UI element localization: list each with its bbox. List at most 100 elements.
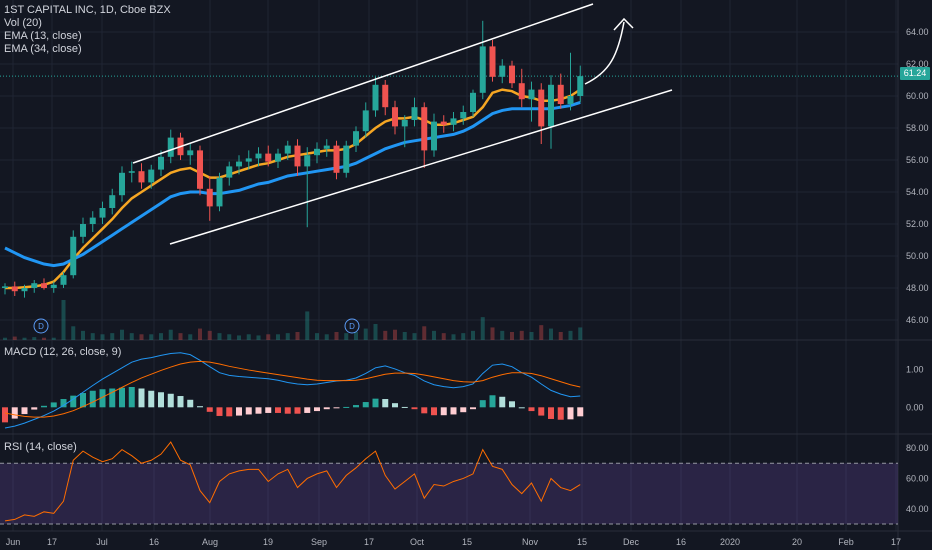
time-tick-label: Nov bbox=[522, 537, 539, 547]
time-tick-label: 20 bbox=[792, 537, 802, 547]
macd-histogram-bar bbox=[567, 407, 574, 420]
macd-histogram-bar bbox=[294, 407, 301, 414]
candle-body bbox=[89, 217, 96, 224]
macd-histogram-bar bbox=[421, 407, 428, 414]
volume-bar bbox=[12, 336, 17, 340]
projection-arrowhead bbox=[613, 17, 634, 31]
rsi-pane-title[interactable]: RSI (14, close) bbox=[4, 441, 77, 453]
volume-bar bbox=[568, 330, 573, 340]
candle-body bbox=[50, 284, 57, 288]
price-tick-label: 54.00 bbox=[906, 187, 929, 197]
macd-histogram-bar bbox=[255, 407, 262, 414]
volume-bar bbox=[519, 330, 524, 340]
volume-bar bbox=[354, 332, 358, 340]
macd-histogram-bar bbox=[470, 407, 476, 410]
volume-bar bbox=[363, 328, 368, 340]
volume-bar bbox=[71, 326, 76, 340]
time-tick-label: Sep bbox=[311, 537, 327, 547]
projection-arrow-curve bbox=[584, 21, 625, 85]
time-tick-label: 15 bbox=[462, 537, 472, 547]
candle-body bbox=[206, 188, 213, 207]
volume-bar bbox=[373, 324, 378, 340]
candle-body bbox=[411, 107, 418, 120]
volume-bar bbox=[207, 330, 212, 340]
ema34-indicator-label[interactable]: EMA (34, close) bbox=[4, 43, 82, 55]
macd-histogram-bar bbox=[314, 407, 320, 412]
macd-histogram-bar bbox=[119, 387, 125, 408]
volume-bar bbox=[256, 335, 261, 340]
candle-body bbox=[216, 177, 223, 207]
macd-histogram-bar bbox=[197, 406, 203, 408]
macd-histogram-bar bbox=[236, 407, 242, 416]
volume-bar bbox=[295, 332, 300, 340]
macd-histogram-bar bbox=[265, 407, 272, 413]
volume-bar bbox=[188, 334, 193, 340]
volume-bar bbox=[42, 337, 46, 340]
macd-histogram-bar bbox=[70, 395, 77, 408]
volume-bar bbox=[578, 327, 583, 340]
volume-bar bbox=[393, 329, 397, 340]
volume-bar bbox=[412, 333, 417, 340]
macd-histogram-bar bbox=[528, 407, 535, 412]
volume-bar bbox=[139, 334, 144, 340]
macd-histogram-bar bbox=[343, 406, 350, 408]
candle-body bbox=[119, 172, 125, 196]
volume-bar bbox=[539, 325, 544, 340]
volume-bar bbox=[305, 311, 310, 340]
volume-bar bbox=[81, 330, 85, 340]
rsi-tick-label: 60.00 bbox=[906, 473, 929, 483]
macd-histogram-bar bbox=[226, 407, 233, 417]
dividend-marker-label: D bbox=[349, 322, 355, 331]
candle-body bbox=[479, 46, 486, 93]
symbol-title[interactable]: 1ST CAPITAL INC, 1D, Cboe BZX bbox=[4, 4, 171, 16]
macd-histogram-bar bbox=[362, 402, 369, 408]
macd-histogram-bar bbox=[109, 388, 116, 408]
macd-histogram-bar bbox=[158, 392, 164, 408]
volume-bar bbox=[227, 334, 232, 340]
candle-body bbox=[567, 96, 574, 104]
volume-bar bbox=[100, 334, 105, 340]
price-tick-label: 60.00 bbox=[906, 91, 929, 101]
ema13-indicator-label[interactable]: EMA (13, close) bbox=[4, 30, 82, 42]
candle-body bbox=[275, 153, 281, 162]
time-tick-label: 2020 bbox=[720, 537, 740, 547]
time-tick-label: Oct bbox=[410, 537, 425, 547]
price-tick-label: 46.00 bbox=[906, 315, 929, 325]
volume-bar bbox=[237, 335, 241, 340]
volume-bar bbox=[159, 333, 163, 340]
signal-line bbox=[4, 360, 581, 418]
volume-bar bbox=[471, 330, 475, 340]
time-tick-label: 17 bbox=[364, 537, 374, 547]
macd-histogram-bar bbox=[479, 400, 486, 408]
candle-body bbox=[2, 286, 8, 288]
volume-bar bbox=[129, 333, 134, 340]
candle-body bbox=[382, 84, 389, 108]
candle-body bbox=[343, 145, 350, 173]
volume-bar bbox=[334, 332, 339, 340]
macd-histogram-bar bbox=[548, 407, 554, 419]
macd-histogram-bar bbox=[557, 407, 564, 420]
macd-histogram-bar bbox=[333, 407, 340, 409]
price-tick-label: 52.00 bbox=[906, 219, 929, 229]
macd-pane-title[interactable]: MACD (12, 26, close, 9) bbox=[4, 346, 122, 358]
volume-bar bbox=[510, 332, 514, 340]
time-tick-label: Aug bbox=[202, 537, 218, 547]
price-tick-label: 50.00 bbox=[906, 251, 929, 261]
price-tick-label: 56.00 bbox=[906, 155, 929, 165]
candle-body bbox=[255, 153, 262, 159]
macd-histogram-bar bbox=[216, 407, 223, 416]
candle-body bbox=[509, 65, 515, 84]
channel-upper-line bbox=[132, 3, 594, 164]
candle-body bbox=[401, 120, 408, 127]
macd-histogram-bar bbox=[11, 407, 18, 419]
volume-indicator-label[interactable]: Vol (20) bbox=[4, 17, 42, 29]
candle-body bbox=[323, 145, 330, 149]
last-price-tag: 61.24 bbox=[900, 67, 930, 80]
time-tick-label: 15 bbox=[577, 537, 587, 547]
volume-bar bbox=[480, 317, 485, 340]
candle-body bbox=[187, 150, 194, 156]
macd-histogram-bar bbox=[80, 393, 86, 408]
macd-histogram-bar bbox=[431, 407, 437, 416]
candle-body bbox=[284, 145, 291, 154]
